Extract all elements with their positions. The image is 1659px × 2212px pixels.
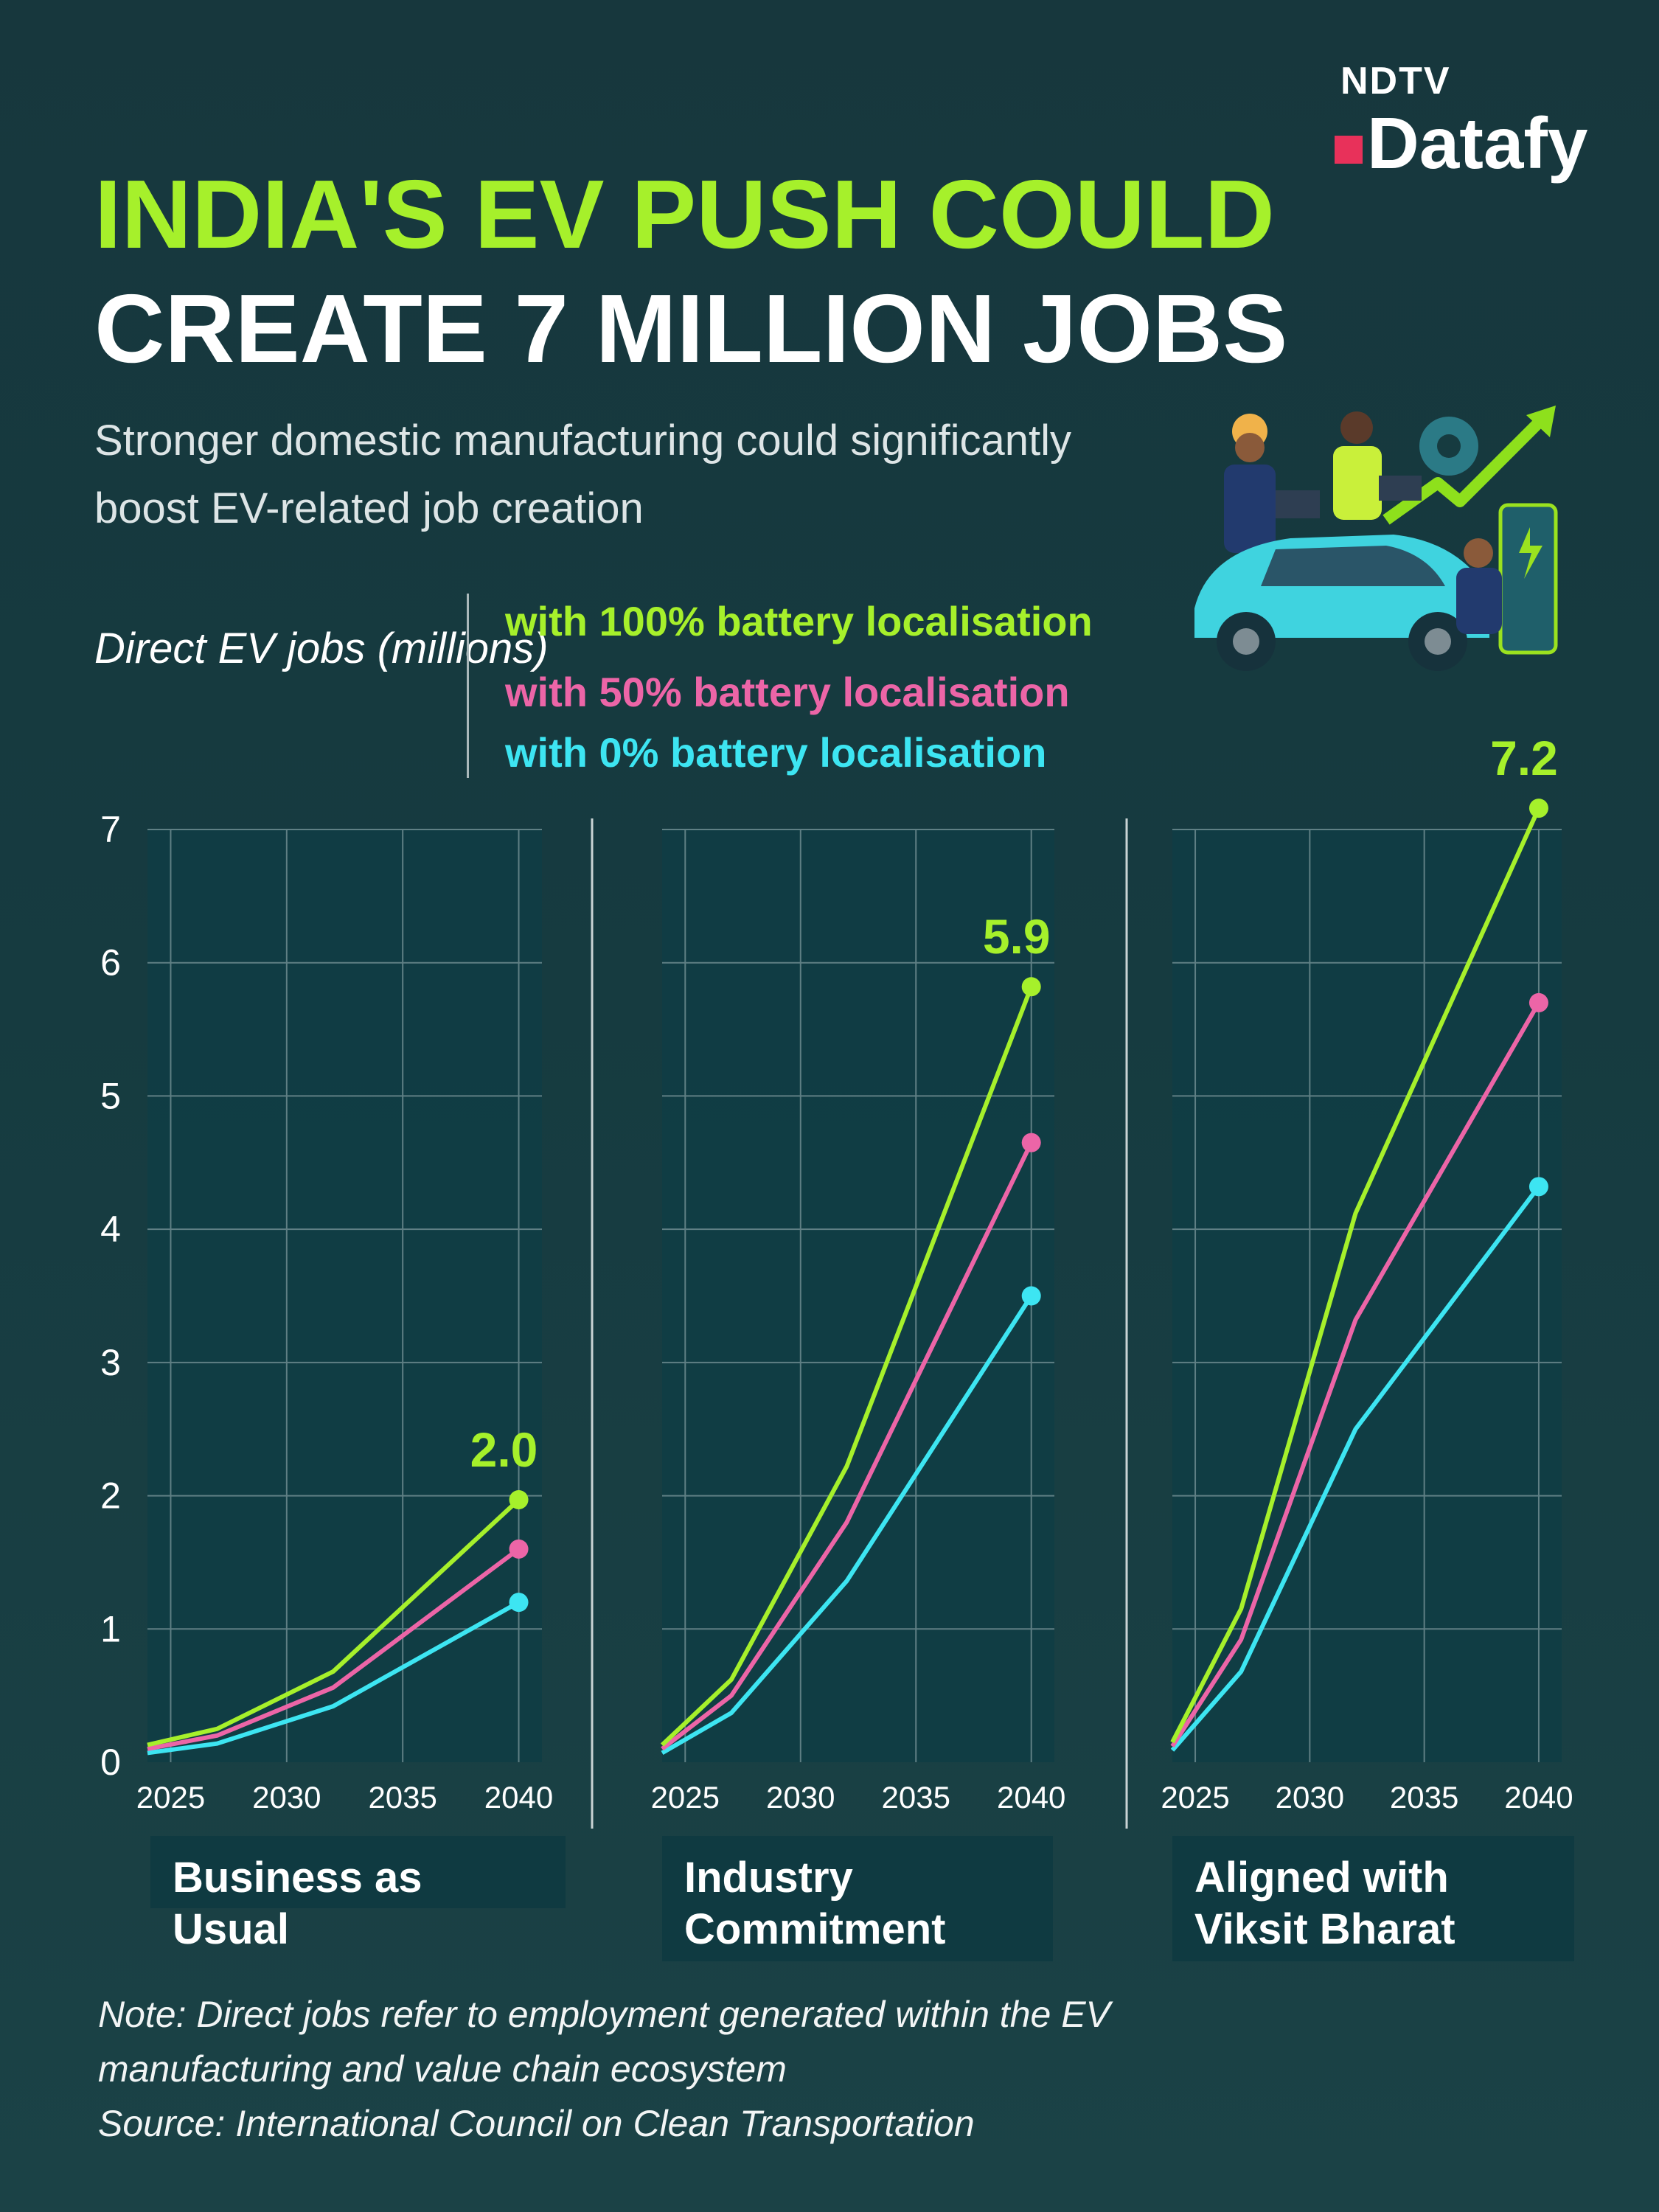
headline-line-2: CREATE 7 MILLION JOBS (94, 274, 1288, 383)
x-tick-label: 2025 (1161, 1780, 1229, 1815)
series-endpoint (1528, 1177, 1548, 1197)
y-tick-label: 5 (100, 1075, 121, 1116)
x-tick-label: 2025 (136, 1780, 205, 1815)
y-tick-label: 3 (100, 1342, 121, 1383)
end-value-label: 7.2 (1490, 737, 1558, 785)
x-tick-label: 2040 (484, 1780, 553, 1815)
series-endpoint (509, 1593, 529, 1613)
x-tick-label: 2040 (1504, 1780, 1573, 1815)
series-line (661, 1294, 1034, 1755)
x-tick-label: 2030 (252, 1780, 321, 1815)
series-line (147, 1498, 521, 1747)
series-line (1170, 1185, 1541, 1752)
ndtv-logo: NDTV (1340, 60, 1451, 102)
series-endpoint (509, 1489, 529, 1509)
datafy-logo-text: Datafy (1367, 102, 1588, 184)
series-endpoint (1528, 992, 1548, 1012)
panel-label-business-as-usual: Business as Usual (150, 1836, 566, 1953)
series-endpoint (1021, 977, 1041, 997)
x-tick-label: 2030 (766, 1780, 835, 1815)
panel-label-viksit-bharat: Aligned with Viksit Bharat (1172, 1836, 1574, 1961)
y-tick-label: 2 (100, 1475, 121, 1517)
source-text: Source: International Council on Clean T… (98, 2103, 975, 2144)
y-tick-label: 0 (100, 1742, 121, 1783)
end-value-label: 5.9 (983, 909, 1051, 964)
y-axis-title: Direct EV jobs (millions) (94, 625, 549, 672)
legend-item-100: with 100% battery localisation (505, 598, 1093, 644)
series-line (660, 986, 1034, 1747)
x-tick-label: 2030 (1276, 1780, 1344, 1815)
y-tick-label: 1 (100, 1608, 121, 1649)
end-value-label: 2.0 (470, 1422, 538, 1477)
x-tick-label: 2035 (882, 1780, 950, 1815)
series-line (147, 1600, 520, 1756)
series-endpoint (1021, 1133, 1041, 1152)
ev-jobs-chart: 0 1 2 3 4 5 6 7 2025 2030 2035 2040 2.0 2025 2030 2035 2… (100, 737, 1573, 1829)
legend-item-0: with 0% battery localisation (505, 729, 1047, 776)
footer-notes: Note: Direct jobs refer to employment ge… (98, 1987, 1352, 2151)
ev-workers-illustration (1194, 406, 1558, 671)
y-tick-label: 7 (100, 809, 121, 850)
plot-area (147, 830, 542, 1762)
x-tick-label: 2040 (997, 1780, 1065, 1815)
y-tick-label: 4 (100, 1208, 121, 1250)
series-line (147, 1547, 521, 1751)
note-text: Note: Direct jobs refer to employment ge… (98, 1994, 1110, 2090)
x-tick-label: 2035 (368, 1780, 437, 1815)
headline-line-1: INDIA'S EV PUSH COULD (94, 160, 1275, 268)
series-line (661, 1141, 1034, 1751)
logo-dot-icon (1335, 136, 1363, 164)
y-tick-label: 6 (100, 942, 121, 984)
subtitle: Stronger domestic manufacturing could si… (94, 417, 1071, 532)
datafy-logo: Datafy (1335, 102, 1588, 185)
legend-divider (467, 594, 469, 778)
panel-label-industry-commitment: Industry Commitment (662, 1836, 1053, 1961)
plot-area (662, 830, 1054, 1762)
series-line (1170, 807, 1541, 1744)
series-endpoint (509, 1539, 529, 1559)
x-tick-label: 2035 (1390, 1780, 1458, 1815)
x-tick-label: 2025 (651, 1780, 720, 1815)
series-endpoint (1021, 1286, 1041, 1306)
legend-item-50: with 50% battery localisation (505, 669, 1070, 715)
series-line (1170, 1001, 1541, 1747)
series-endpoint (1528, 799, 1548, 818)
